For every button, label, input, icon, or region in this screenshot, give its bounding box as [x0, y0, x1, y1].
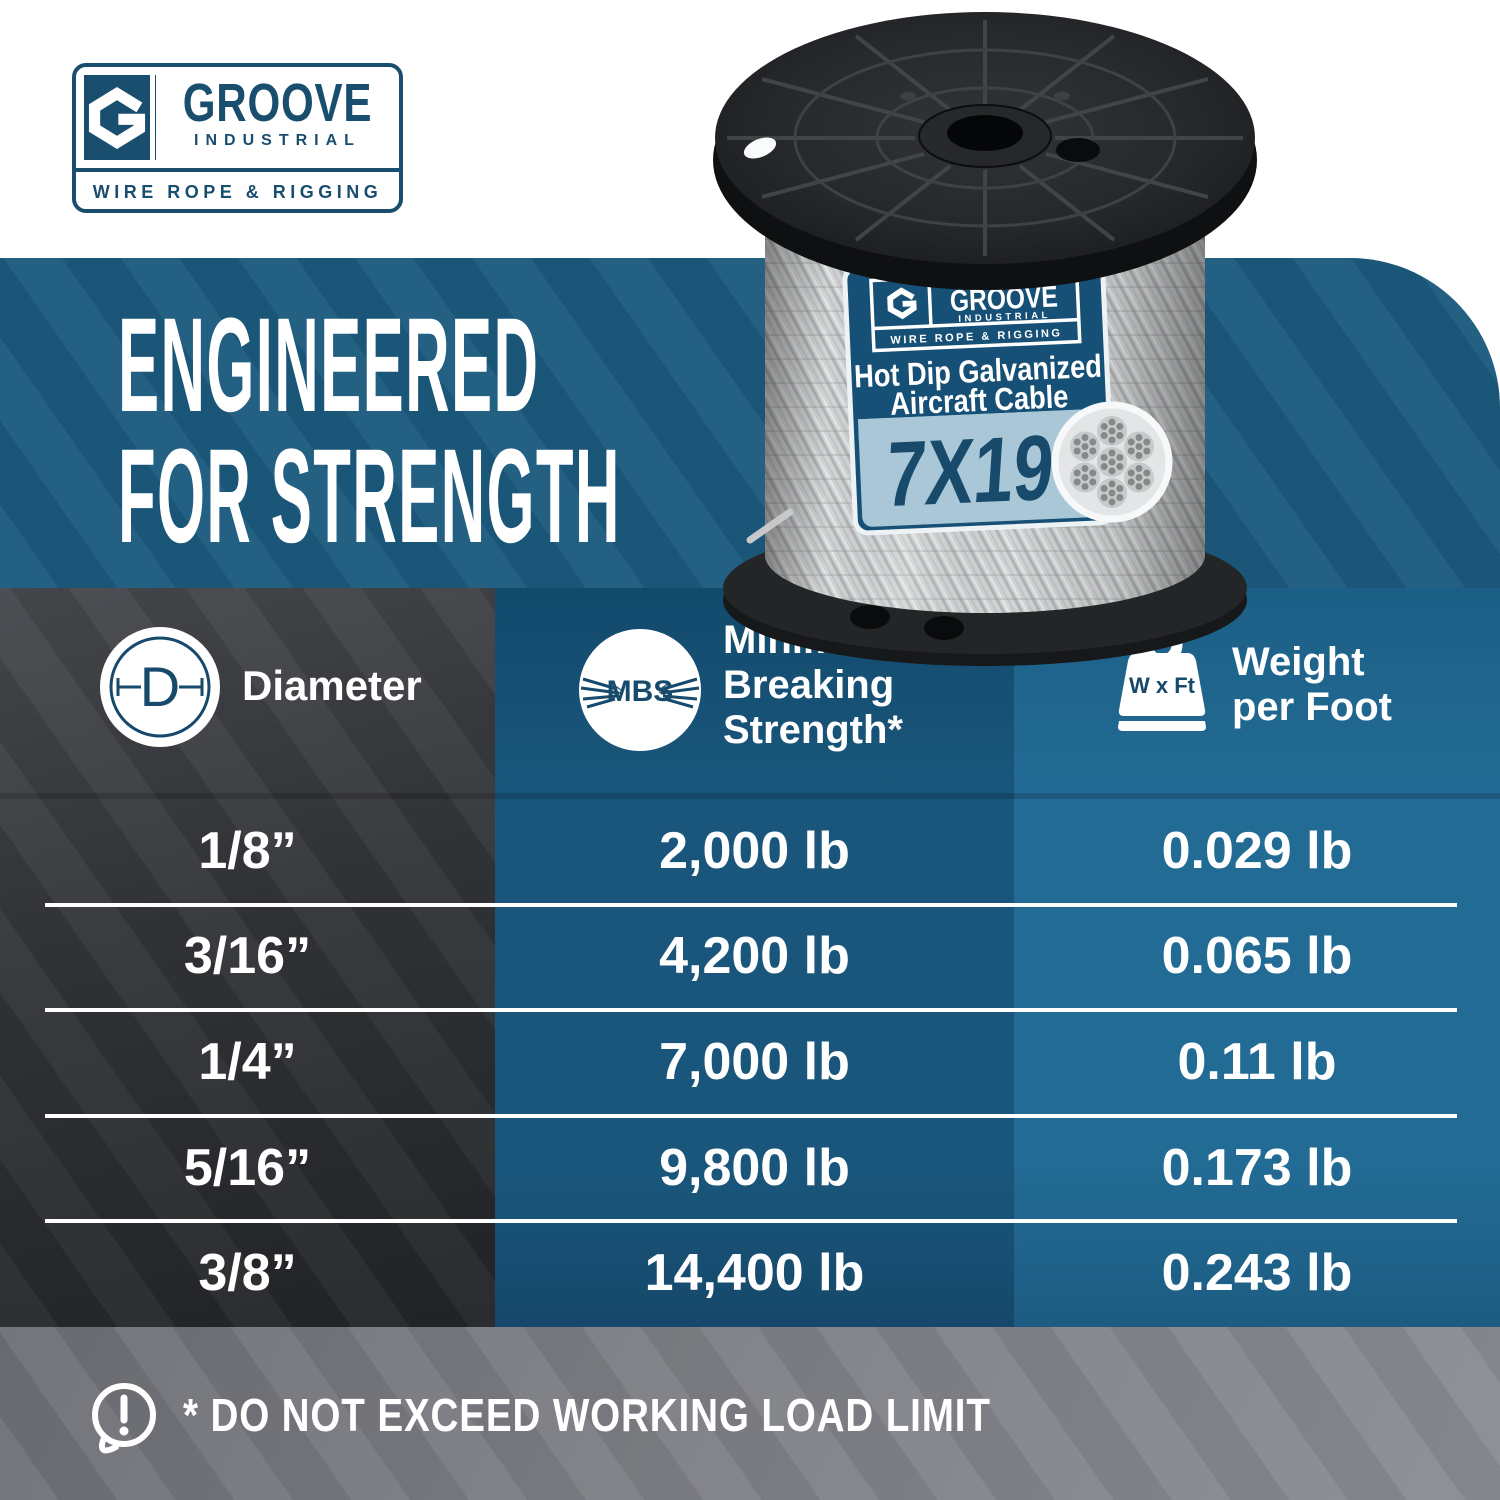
svg-text:D: D [140, 655, 180, 718]
mbs-header-line2: Breaking [723, 663, 895, 707]
diameter-value: 3/16” [183, 927, 312, 986]
brand-name: GROOVE [182, 73, 373, 133]
table-row: 1/4” 7,000 lb 0.11 lb [0, 1010, 1500, 1116]
spool-image: GROOVE INDUSTRIAL WIRE ROPE & RIGGING Ho… [713, 12, 1257, 666]
logo-bottom: WIRE ROPE & RIGGING [76, 172, 399, 213]
label-construction: 7X19 [883, 415, 1057, 526]
weight-header-line1: Weight [1232, 640, 1365, 684]
weight-icon-text: W x Ft [1129, 673, 1196, 698]
mbs-value: 2,000 lb [659, 821, 850, 880]
spec-table: 1/8” 2,000 lb 0.029 lb 3/16” 4,200 lb 0.… [0, 799, 1500, 1327]
mbs-header-line3: Strength* [723, 708, 903, 752]
g-icon [88, 86, 146, 149]
brand-sub: INDUSTRIAL [194, 132, 361, 149]
weight-value: 0.029 lb [1161, 821, 1353, 880]
alert-icon [92, 1383, 156, 1454]
mbs-value: 4,200 lb [659, 927, 850, 986]
row-separator [45, 1113, 1457, 1118]
table-row: 1/8” 2,000 lb 0.029 lb [0, 799, 1500, 905]
brand-logo: GROOVE INDUSTRIAL WIRE ROPE & RIGGING [72, 63, 403, 213]
weight-value: 0.065 lb [1161, 927, 1353, 986]
row-separator [45, 1008, 1457, 1013]
weight-value: 0.173 lb [1161, 1138, 1353, 1197]
column-header-diameter: Diameter [242, 662, 422, 709]
table-row: 3/8” 14,400 lb 0.243 lb [0, 1221, 1500, 1327]
mbs-icon-text: MBS [607, 675, 674, 708]
logo-top: GROOVE INDUSTRIAL [76, 67, 399, 172]
diameter-value: 1/8” [198, 821, 297, 880]
table-row: 5/16” 9,800 lb 0.173 lb [0, 1116, 1500, 1222]
row-separator [45, 902, 1457, 907]
diameter-value: 3/8” [198, 1243, 297, 1302]
brand-tagline: WIRE ROPE & RIGGING [92, 182, 383, 202]
banner-stripes [0, 258, 1500, 588]
spool-label: GROOVE INDUSTRIAL WIRE ROPE & RIGGING Ho… [842, 254, 1116, 536]
diameter-value: 5/16” [183, 1138, 312, 1197]
weight-header-line2: per Foot [1232, 685, 1392, 729]
table-header-divider [0, 793, 1500, 799]
column-stripes [0, 588, 495, 1327]
spool-top-flange [713, 12, 1257, 290]
table-column-diameter-bg [0, 588, 495, 1327]
weight-icon: W x Ft [1118, 624, 1206, 731]
table-column-weight-bg [1014, 588, 1500, 1327]
table-row: 3/16” 4,200 lb 0.065 lb [0, 905, 1500, 1011]
footnote: * DO NOT EXCEED WORKING LOAD LIMIT [183, 1389, 991, 1441]
warning-footer [0, 1327, 1500, 1500]
diameter-value: 1/4” [198, 1032, 297, 1091]
wire-end [746, 508, 794, 544]
logo-divider [155, 75, 156, 160]
cable-cross-section-icon [1051, 401, 1173, 523]
headline-line2: FOR STRENGTH [118, 422, 621, 571]
headline: ENGINEERED FOR STRENGTH [118, 291, 621, 571]
headline-line1: ENGINEERED [118, 291, 540, 440]
label-product-line2: Aircraft Cable [889, 379, 1069, 422]
weight-value: 0.243 lb [1161, 1243, 1353, 1302]
row-separator [45, 1219, 1457, 1224]
footer-stripes [0, 1327, 1500, 1500]
column-header-weight: Weight per Foot [1232, 640, 1392, 730]
label-g-icon [887, 287, 917, 320]
label-brand-sub: INDUSTRIAL [958, 310, 1051, 325]
diameter-icon: D [100, 627, 220, 747]
logo-g-box [84, 75, 150, 160]
mbs-icon: MBS [579, 629, 701, 751]
table-column-mbs-bg [495, 588, 1014, 1327]
mbs-value: 14,400 lb [644, 1243, 865, 1302]
mbs-value: 9,800 lb [659, 1138, 850, 1197]
weight-value: 0.11 lb [1177, 1032, 1337, 1091]
logo-text-area: GROOVE INDUSTRIAL [156, 67, 399, 168]
headline-banner [0, 258, 1500, 588]
mbs-value: 7,000 lb [659, 1032, 850, 1091]
